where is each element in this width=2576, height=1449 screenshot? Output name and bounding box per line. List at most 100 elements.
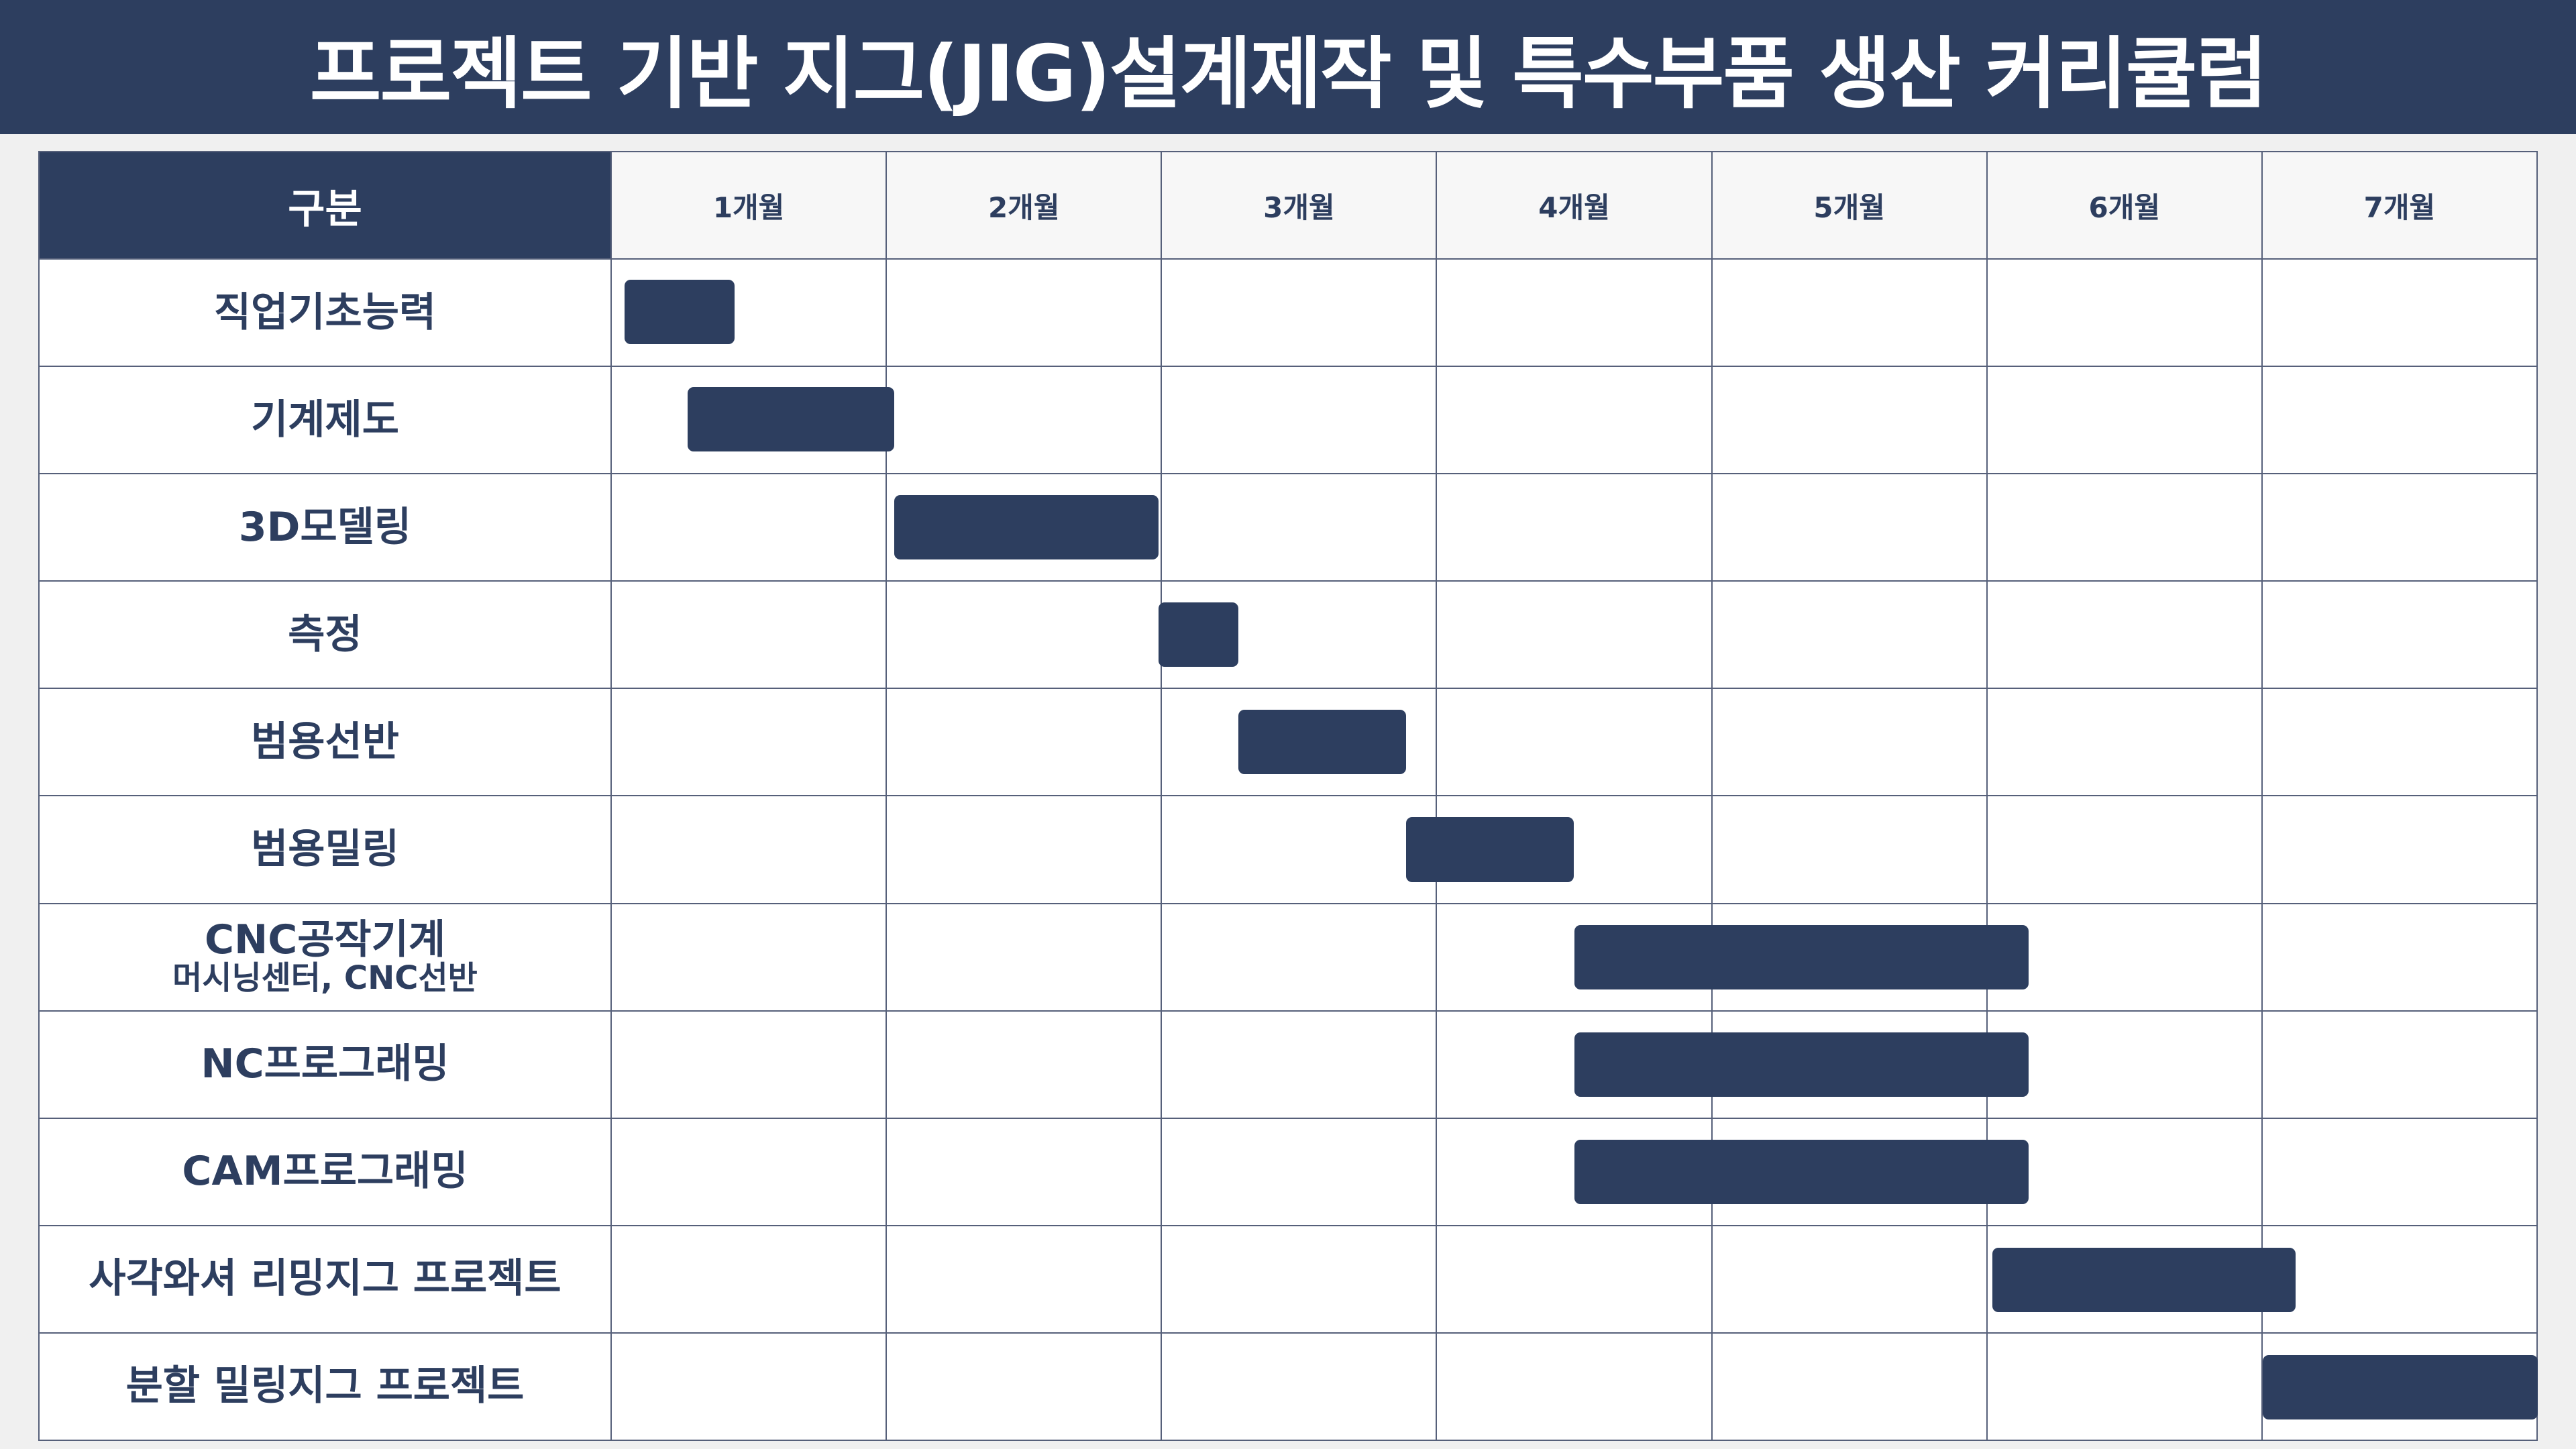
row-label-cell: 기계제도 bbox=[38, 366, 610, 474]
timeline-cell bbox=[1986, 902, 2261, 1010]
timeline-cell bbox=[1711, 1010, 1986, 1118]
timeline-cell bbox=[2261, 1224, 2536, 1332]
timeline-cell bbox=[610, 1010, 886, 1118]
timeline-cell bbox=[885, 1332, 1161, 1440]
row-label: 직업기초능력 bbox=[213, 288, 437, 336]
timeline-cell bbox=[2261, 795, 2536, 903]
timeline-cell bbox=[1161, 902, 1436, 1010]
row-label-cell: CAM프로그래밍 bbox=[38, 1117, 610, 1225]
timeline-cell bbox=[885, 1224, 1161, 1332]
timeline-cell bbox=[610, 688, 886, 796]
timeline-cell bbox=[1711, 688, 1986, 796]
month-header-4: 4개월 bbox=[1436, 151, 1711, 258]
timeline-cell bbox=[1436, 473, 1711, 581]
timeline-cell bbox=[1711, 1117, 1986, 1225]
month-header-3: 3개월 bbox=[1161, 151, 1436, 258]
timeline-cell bbox=[1161, 1224, 1436, 1332]
row-label-cell: 3D모델링 bbox=[38, 473, 610, 581]
timeline-cell bbox=[1711, 473, 1986, 581]
timeline-cell bbox=[1711, 1224, 1986, 1332]
month-header-2: 2개월 bbox=[885, 151, 1161, 258]
timeline-cell bbox=[1711, 580, 1986, 688]
timeline-cell bbox=[885, 366, 1161, 474]
timeline-cell bbox=[1711, 1332, 1986, 1440]
row-label: 분할 밀링지그 프로젝트 bbox=[125, 1362, 525, 1410]
timeline-cell bbox=[1161, 1117, 1436, 1225]
timeline-cell bbox=[1161, 580, 1436, 688]
timeline-cell bbox=[885, 688, 1161, 796]
timeline-cell bbox=[1986, 1117, 2261, 1225]
timeline-cell bbox=[1436, 580, 1711, 688]
timeline-cell bbox=[1711, 258, 1986, 366]
timeline-cell bbox=[1986, 1224, 2261, 1332]
timeline-cell bbox=[1986, 795, 2261, 903]
row-label-cell: CNC공작기계 머시닝센터, CNC선반 bbox=[38, 902, 610, 1010]
timeline-cell bbox=[2261, 473, 2536, 581]
timeline-cell bbox=[2261, 1117, 2536, 1225]
timeline-cell bbox=[610, 795, 886, 903]
timeline-cell bbox=[885, 580, 1161, 688]
row-label: 범용밀링 bbox=[251, 825, 399, 873]
timeline-cell bbox=[1436, 688, 1711, 796]
timeline-cell bbox=[610, 473, 886, 581]
row-label-cell: 범용밀링 bbox=[38, 795, 610, 903]
timeline-cell bbox=[1161, 1332, 1436, 1440]
timeline-cell bbox=[610, 258, 886, 366]
timeline-cell bbox=[885, 795, 1161, 903]
timeline-cell bbox=[1436, 1224, 1711, 1332]
month-header-5: 5개월 bbox=[1711, 151, 1986, 258]
timeline-cell bbox=[1436, 1332, 1711, 1440]
timeline-cell bbox=[2261, 902, 2536, 1010]
header-label-cell: 구분 bbox=[38, 151, 610, 258]
timeline-cell bbox=[2261, 258, 2536, 366]
timeline-cell bbox=[1436, 1117, 1711, 1225]
timeline-cell bbox=[1436, 902, 1711, 1010]
timeline-cell bbox=[610, 366, 886, 474]
timeline-cell bbox=[1161, 1010, 1436, 1118]
row-label: NC프로그래밍 bbox=[201, 1040, 449, 1088]
row-label: 범용선반 bbox=[251, 718, 399, 765]
timeline-cell bbox=[2261, 580, 2536, 688]
row-label-cell: NC프로그래밍 bbox=[38, 1010, 610, 1118]
row-label-cell: 범용선반 bbox=[38, 688, 610, 796]
timeline-cell bbox=[1711, 902, 1986, 1010]
timeline-cell bbox=[610, 1224, 886, 1332]
row-label-cell: 직업기초능력 bbox=[38, 258, 610, 366]
page-title: 프로젝트 기반 지그(JIG)설계제작 및 특수부품 생산 커리큘럼 bbox=[309, 29, 2267, 119]
timeline-cell bbox=[885, 1117, 1161, 1225]
timeline-cell bbox=[1436, 366, 1711, 474]
row-label-cell: 분할 밀링지그 프로젝트 bbox=[38, 1332, 610, 1440]
timeline-cell bbox=[1986, 580, 2261, 688]
timeline-cell bbox=[1436, 1010, 1711, 1118]
row-label: 측정 bbox=[288, 610, 362, 658]
month-header-6: 6개월 bbox=[1986, 151, 2261, 258]
timeline-cell bbox=[1161, 258, 1436, 366]
timeline-cell bbox=[610, 1117, 886, 1225]
timeline-cell bbox=[2261, 366, 2536, 474]
row-label-cell: 사각와셔 리밍지그 프로젝트 bbox=[38, 1224, 610, 1332]
row-label: 3D모델링 bbox=[238, 503, 412, 551]
timeline-cell bbox=[610, 1332, 886, 1440]
month-header-1: 1개월 bbox=[610, 151, 886, 258]
timeline-cell bbox=[1986, 688, 2261, 796]
timeline-cell bbox=[885, 473, 1161, 581]
timeline-cell bbox=[1711, 795, 1986, 903]
timeline-cell bbox=[1161, 473, 1436, 581]
timeline-cell bbox=[1986, 366, 2261, 474]
timeline-cell bbox=[1986, 473, 2261, 581]
row-sublabel: 머시닝센터, CNC선반 bbox=[172, 959, 478, 997]
timeline-cell bbox=[1161, 366, 1436, 474]
timeline-cell bbox=[1161, 688, 1436, 796]
row-label-cell: 측정 bbox=[38, 580, 610, 688]
timeline-cell bbox=[610, 902, 886, 1010]
row-label: CAM프로그래밍 bbox=[182, 1148, 468, 1195]
timeline-cell bbox=[1986, 258, 2261, 366]
timeline-cell bbox=[885, 258, 1161, 366]
timeline-cell bbox=[1436, 795, 1711, 903]
timeline-cell bbox=[1986, 1010, 2261, 1118]
timeline-cell bbox=[610, 580, 886, 688]
month-header-7: 7개월 bbox=[2261, 151, 2536, 258]
timeline-cell bbox=[885, 1010, 1161, 1118]
